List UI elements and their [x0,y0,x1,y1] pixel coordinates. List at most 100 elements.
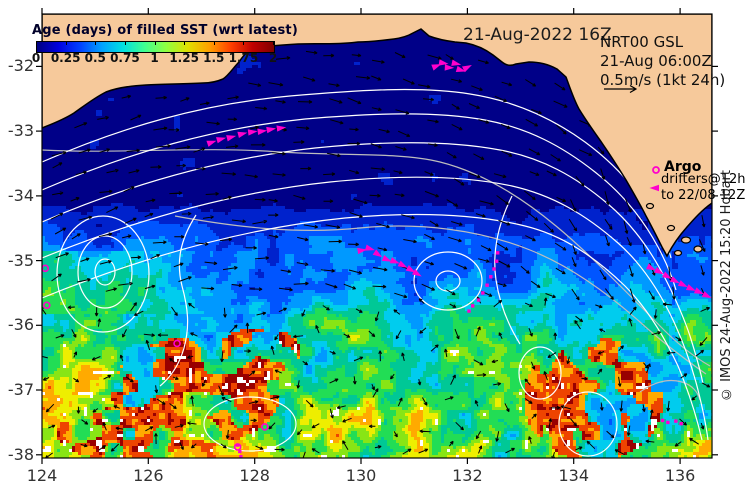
argo-profile-dot [674,419,678,423]
gray-contour [42,149,711,367]
colorbar-tick [154,41,156,45]
drifter-arrow-marker [276,125,287,132]
argo-legend-title: Argo [664,159,702,175]
y-tick-label: -38 [7,444,34,464]
drifter-arrow-marker [237,131,248,139]
sea-level-contour [42,142,704,385]
eddy-contour [77,235,133,309]
eddy-contour [56,215,150,333]
argo-profile-dot [235,443,240,447]
gray-contour [639,379,701,401]
eddy-contour [413,251,483,311]
drifter-arrow-marker [701,291,712,299]
ocean-layers [42,50,711,458]
drifter-arrow-marker [677,280,688,288]
argo-profile-dot [496,251,500,255]
colorbar-tick [95,41,97,45]
argo-profile-dot [666,420,670,425]
x-tick-label: 134 [558,466,589,485]
colorbar-tick [243,41,245,45]
colorbar-title: Age (days) of filled SST (wrt latest) [32,23,298,38]
eddy-contour [435,270,461,292]
velocity-scale-arrow-icon [604,84,638,94]
drifter-arrow-marker [247,129,258,136]
drifter-arrow-marker [364,244,375,251]
argo-legend-line3: to 22/08 12Z [661,188,746,203]
colorbar-tick-label: 1 [150,51,159,65]
sea-level-contour [42,176,709,441]
y-tick-label: -32 [7,56,34,76]
x-tick-label: 136 [664,466,696,485]
land-australia [42,14,712,258]
gsl-line3: 0.5m/s (1kt 24h) [600,71,726,89]
island [680,236,692,244]
drifter-arrow-marker [646,263,656,271]
drifter-legend-arrow-icon [649,184,659,192]
argo-legend-line2: drifters@12h [661,172,746,187]
drifter-arrow-marker [381,255,392,262]
drifter-arrow-marker [431,64,442,71]
colorbar-tick [65,41,67,45]
drifter-arrow-marker [685,284,696,291]
colorbar-tick-label: 2 [268,51,278,65]
platform-tracks [41,59,712,459]
argo-float-marker [261,423,269,431]
argo-profile-dot [489,275,493,279]
colorbar-tick-label: 0.5 [84,51,106,65]
sea-level-contour [42,113,677,291]
drifter-arrow-marker [389,257,400,264]
colorbar-tick [184,41,186,45]
y-tick-label: -34 [7,185,34,205]
drifter-arrow-marker [372,249,383,258]
drifter-arrow-marker [438,59,449,66]
x-tick-label: 130 [345,466,377,485]
axis-ticks [36,8,718,464]
eddy-contour [558,391,618,457]
eddy-contour [94,258,116,286]
drifter-arrow-marker [257,128,268,135]
argo-profile-dot [239,455,243,459]
argo-profile-dot [494,259,499,263]
argo-float-marker [42,301,51,310]
drifter-arrow-marker [693,287,704,295]
gray-contour [174,215,707,375]
x-tick-label: 132 [452,466,483,485]
argo-profile-dot [238,449,242,454]
drifter-arrow-marker [397,260,408,268]
colorbar-tick-label: 0 [31,51,41,65]
argo-legend-circle-icon [652,166,660,174]
argo-float-marker [173,339,181,348]
map-border [41,13,713,459]
argo-profile-dot [679,421,683,426]
colorbar-tick-label: 1.25 [169,51,199,65]
island [645,202,655,210]
island [666,224,676,232]
argo-float-marker [41,264,49,273]
y-tick-label: -35 [7,250,34,270]
colorbar-tick [124,41,126,45]
argo-profile-dot [471,304,475,308]
argo-profile-dot [476,298,481,302]
credit-text: © IMOS 24-Aug-2022 15:20 Hobart [719,170,734,402]
drifter-arrow-marker [226,135,237,142]
colorbar-tick-label: 0.25 [50,51,81,65]
eddy-contour [203,396,297,452]
x-tick-label: 126 [133,466,164,485]
argo-profile-dot [467,309,471,313]
colorbar-tick [36,41,37,45]
drifter-arrow-marker [206,140,217,147]
gsl-line1: NRT00 GSL [600,33,684,51]
drifter-arrow-marker [444,64,455,71]
colorbar-tick-label: 1.75 [228,51,259,65]
colorbar-tick-label: 1.5 [203,51,225,65]
drifter-arrow-marker [405,265,416,273]
island [693,245,703,253]
eddy-contour [518,346,562,400]
colorbar-tick [213,41,215,45]
argo-float-marker [233,443,242,451]
drifter-arrow-marker [461,65,472,73]
x-tick-label: 124 [26,466,58,485]
colorbar-tick-label: 0.75 [110,51,140,65]
drifter-arrow-marker [411,268,422,277]
